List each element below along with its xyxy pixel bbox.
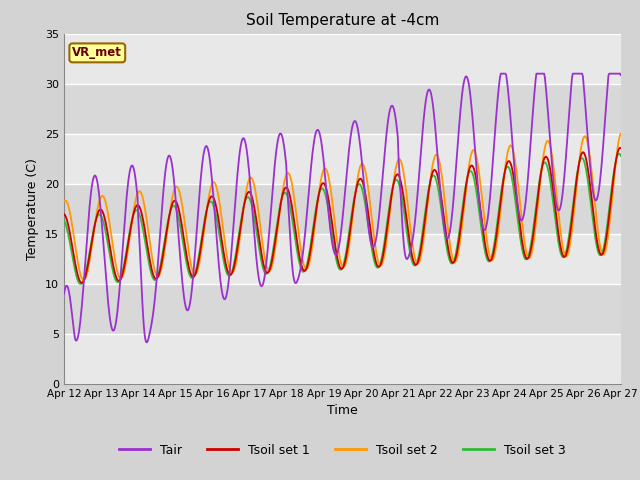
Tsoil set 1 <box>428 175 435 180</box>
Tair <box>428 91 435 96</box>
Tair <box>497 71 504 76</box>
Tsoil set 1 <box>617 145 625 151</box>
Line: Tsoil set 3: Tsoil set 3 <box>64 154 621 284</box>
Legend: Tair, Tsoil set 1, Tsoil set 2, Tsoil set 3: Tair, Tsoil set 1, Tsoil set 2, Tsoil se… <box>114 439 571 462</box>
Bar <box>64 234 621 284</box>
Tsoil set 2 <box>185 249 193 254</box>
Tsoil set 1 <box>70 254 78 260</box>
Title: Soil Temperature at -4cm: Soil Temperature at -4cm <box>246 13 439 28</box>
Tsoil set 3 <box>185 269 193 275</box>
Tsoil set 3 <box>428 176 435 182</box>
Tsoil set 3 <box>214 224 222 230</box>
Tsoil set 3 <box>60 217 68 223</box>
Tair <box>127 163 135 169</box>
Tsoil set 2 <box>411 254 419 260</box>
Tsoil set 1 <box>411 261 419 267</box>
Y-axis label: Temperature (C): Temperature (C) <box>26 158 40 260</box>
Tsoil set 2 <box>128 217 136 223</box>
Bar <box>64 34 621 84</box>
Tsoil set 3 <box>616 151 623 156</box>
Tair <box>185 306 193 312</box>
Bar <box>64 134 621 184</box>
Tair <box>143 339 150 345</box>
Tair <box>60 291 68 297</box>
Bar <box>64 84 621 134</box>
Line: Tsoil set 1: Tsoil set 1 <box>64 148 621 283</box>
Tsoil set 1 <box>60 211 68 217</box>
Tsoil set 2 <box>70 235 78 240</box>
Tsoil set 2 <box>214 192 222 197</box>
Line: Tsoil set 2: Tsoil set 2 <box>64 134 621 280</box>
Tsoil set 1 <box>78 280 86 286</box>
X-axis label: Time: Time <box>327 405 358 418</box>
Bar <box>64 284 621 334</box>
Tsoil set 2 <box>60 198 68 204</box>
Tair <box>411 220 419 226</box>
Tsoil set 1 <box>616 145 624 151</box>
Tair <box>617 72 625 78</box>
Tsoil set 3 <box>128 216 136 222</box>
Tair <box>214 254 222 260</box>
Bar <box>64 184 621 234</box>
Tsoil set 2 <box>617 131 625 137</box>
Line: Tair: Tair <box>64 73 621 342</box>
Text: VR_met: VR_met <box>72 47 122 60</box>
Tsoil set 1 <box>185 264 193 269</box>
Tsoil set 1 <box>128 217 136 223</box>
Tsoil set 3 <box>70 263 78 268</box>
Tsoil set 3 <box>411 263 419 268</box>
Tsoil set 3 <box>617 153 625 159</box>
Tsoil set 1 <box>214 214 222 219</box>
Bar <box>64 334 621 384</box>
Tsoil set 2 <box>79 277 87 283</box>
Tsoil set 2 <box>428 172 435 178</box>
Tair <box>70 329 78 335</box>
Tsoil set 3 <box>76 281 84 287</box>
